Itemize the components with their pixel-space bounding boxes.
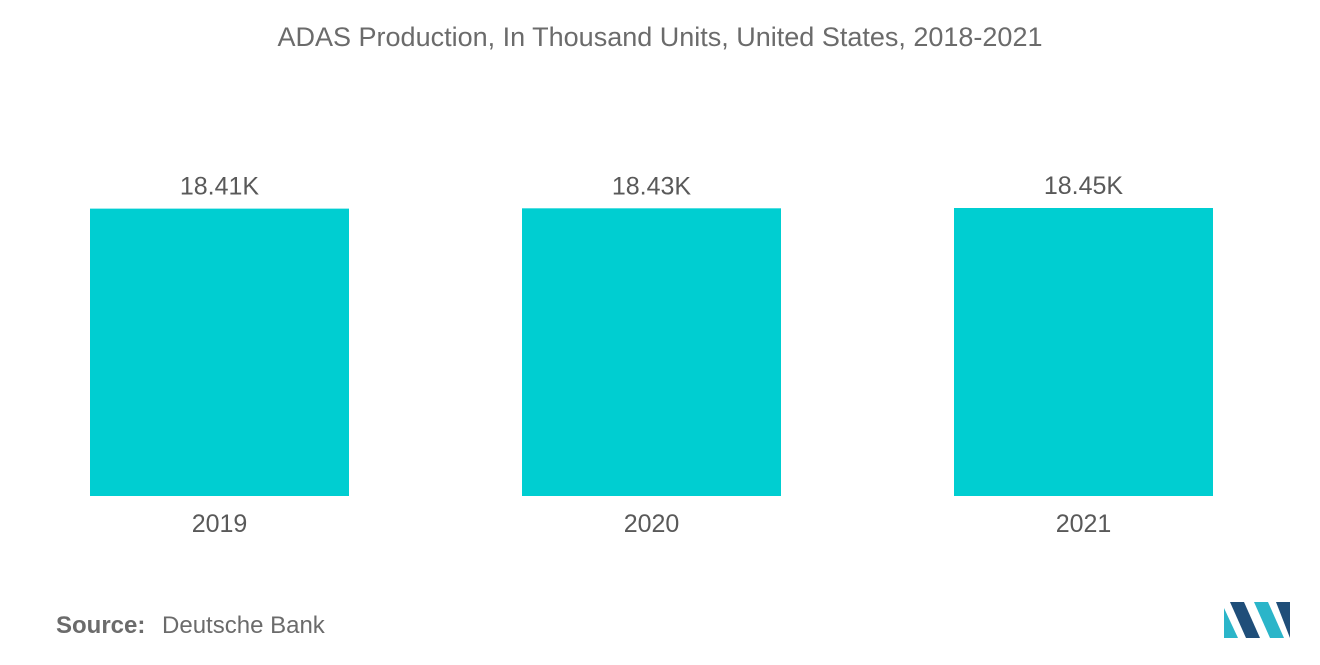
category-label-2020: 2020: [624, 510, 680, 538]
source-note: Source: Deutsche Bank: [56, 612, 325, 640]
bar-2020: [522, 208, 781, 496]
bar-chart: 18.41K 2019 18.43K 2020 18.45K 2021: [90, 172, 1213, 538]
bar-2021: [954, 208, 1213, 496]
source-label: Source:: [56, 612, 146, 639]
chart-title: ADAS Production, In Thousand Units, Unit…: [277, 22, 1043, 52]
bar-2019: [90, 208, 349, 496]
category-label-2021: 2021: [1056, 510, 1112, 538]
brand-logo-icon: [1224, 602, 1290, 638]
source-value: Deutsche Bank: [162, 612, 325, 639]
data-label-2019: 18.41K: [180, 173, 260, 201]
category-label-2019: 2019: [192, 510, 248, 538]
data-label-2020: 18.43K: [612, 172, 692, 200]
data-label-2021: 18.45K: [1044, 172, 1124, 200]
